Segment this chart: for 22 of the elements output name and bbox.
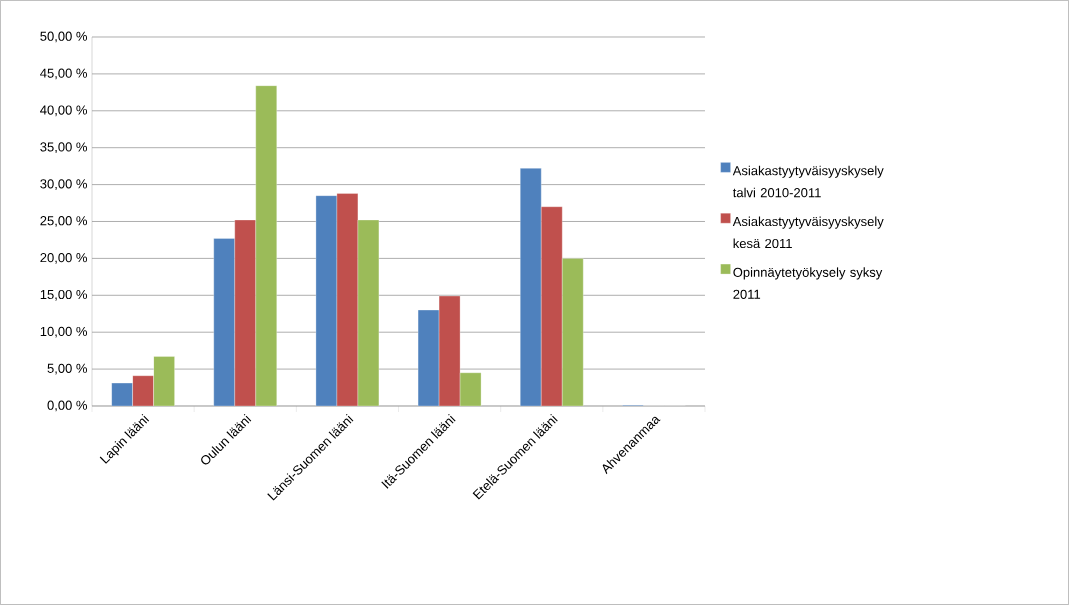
y-tick-label: 25,00 % (40, 216, 88, 227)
y-tick-label: 0,00 % (47, 400, 88, 412)
bar (336, 193, 359, 406)
y-tick-label: 45,00 % (40, 68, 88, 80)
y-tick-label: 35,00 % (40, 142, 88, 154)
bar (541, 206, 563, 406)
y-tick-label: 20,00 % (40, 253, 88, 264)
bar (132, 375, 154, 406)
bar (562, 258, 584, 406)
y-tick-label: 5,00 % (47, 363, 88, 375)
y-tick-label: 40,00 % (40, 105, 88, 117)
y-tick-label: 15,00 % (40, 289, 88, 301)
bar (255, 85, 277, 406)
bar (357, 219, 380, 406)
legend-label: Asiakastyytyväisyyskysely talvi 2010-2011 (732, 165, 884, 198)
bar (153, 356, 175, 406)
y-tick-label: 50,00 % (40, 31, 88, 43)
y-tick-label: 30,00 % (40, 179, 88, 190)
bar (234, 219, 256, 406)
y-tick-label: 10,00 % (40, 326, 88, 338)
legend-label: Opinnäytetyökysely syksy 2011 (733, 267, 883, 299)
legend-label: Asiakastyytyväisyyskysely kesä 2011 (732, 216, 884, 249)
